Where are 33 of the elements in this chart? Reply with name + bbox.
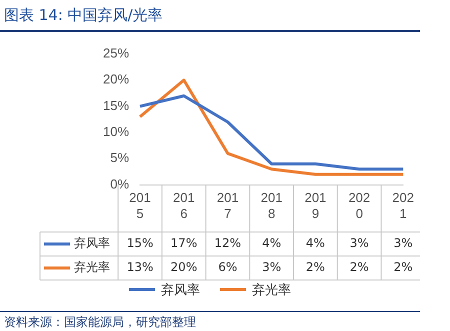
data-label: 12% <box>214 236 242 250</box>
data-label: 4% <box>306 236 325 250</box>
data-label: 15% <box>126 236 154 250</box>
data-label: 3% <box>394 236 413 250</box>
y-tick-label: 15% <box>102 98 130 113</box>
y-tick-label: 25% <box>102 46 130 61</box>
data-label: 17% <box>170 236 198 250</box>
data-label: 13% <box>126 260 154 274</box>
data-label: 2% <box>306 260 325 274</box>
data-label: 20% <box>170 260 198 274</box>
data-label: 4% <box>262 236 282 250</box>
text: 弃风率 <box>161 282 200 298</box>
legend-label: 弃风率 <box>74 236 110 250</box>
chart-title: 图表 14: 中国弃风/光率 <box>4 6 163 25</box>
data-label: 3% <box>350 236 369 250</box>
data-label: 2% <box>394 260 413 274</box>
data-label: 6% <box>218 260 238 274</box>
data-label: 3% <box>262 260 282 274</box>
x-tick-label: 2020 <box>348 190 370 221</box>
text: 弃光率 <box>252 282 291 298</box>
y-tick-label: 0% <box>110 176 130 192</box>
y-tick-label: 20% <box>102 72 130 87</box>
legend-label: 弃光率 <box>74 260 110 274</box>
y-tick-label: 5% <box>110 150 130 166</box>
x-tick-label: 2017 <box>216 190 239 221</box>
x-tick-label: 2019 <box>304 190 326 221</box>
x-tick-label: 2018 <box>260 190 282 221</box>
y-tick-label: 10% <box>102 124 130 140</box>
text: 资料来源：国家能源局，研究部整理 <box>4 314 196 331</box>
x-tick-label: 2016 <box>173 190 195 221</box>
x-tick-label: 2021 <box>392 190 414 221</box>
data-label: 2% <box>350 260 369 274</box>
x-tick-label: 2015 <box>129 190 151 221</box>
